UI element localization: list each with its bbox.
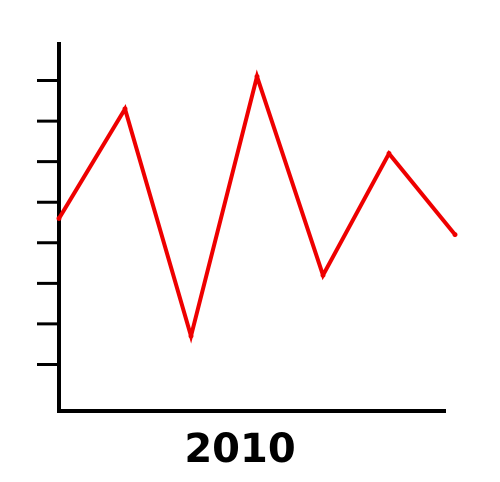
data-point: [320, 272, 326, 278]
data-point: [254, 74, 260, 79]
data-point: [122, 106, 128, 112]
x-axis-label: 2010: [184, 426, 295, 472]
data-points: [56, 74, 458, 339]
data-point: [386, 151, 392, 157]
data-point: [188, 333, 194, 339]
series-line: [57, 69, 457, 344]
data-point: [56, 215, 62, 221]
y-ticks: [37, 79, 59, 366]
data-point: [452, 232, 458, 238]
